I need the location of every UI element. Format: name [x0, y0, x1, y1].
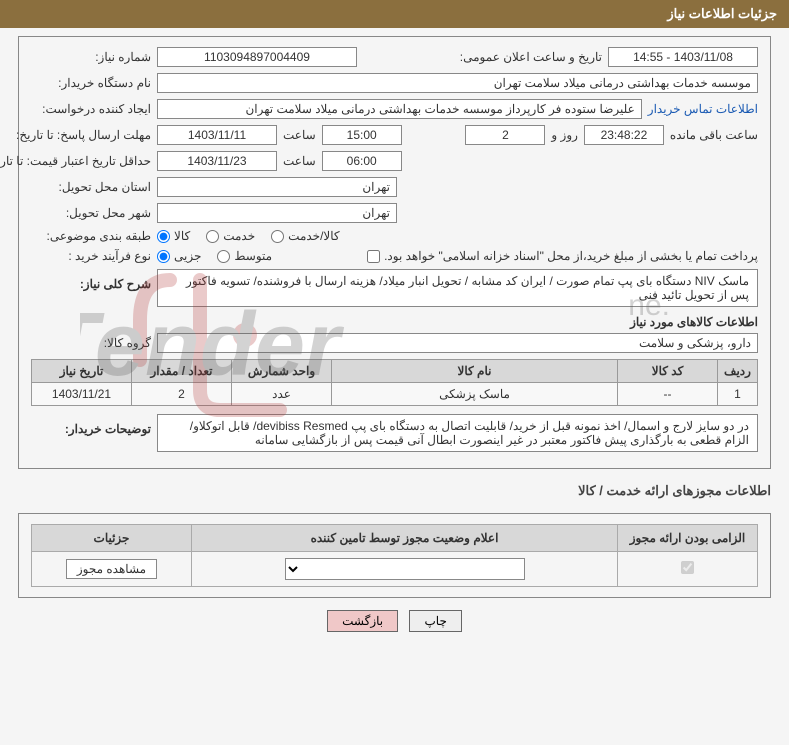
price-validity-label: حداقل تاریخ اعتبار قیمت: تا تاریخ:: [31, 154, 151, 168]
time-remaining: 23:48:22: [584, 125, 664, 145]
th-details: جزئیات: [32, 525, 192, 552]
license-required-checkbox: [681, 561, 694, 574]
panel-header: جزئیات اطلاعات نیاز: [0, 0, 789, 28]
category-radio-group: کالا خدمت کالا/خدمت: [157, 229, 340, 243]
province: تهران: [157, 177, 397, 197]
contact-link[interactable]: اطلاعات تماس خریدار: [648, 102, 758, 116]
announce-value: 1403/11/08 - 14:55: [608, 47, 758, 67]
price-time: 06:00: [322, 151, 402, 171]
requester: علیرضا ستوده فر کارپرداز موسسه خدمات بهد…: [157, 99, 642, 119]
buyer-org: موسسه خدمات بهداشتی درمانی میلاد سلامت ت…: [157, 73, 758, 93]
cell-name: ماسک پزشکی: [332, 383, 618, 406]
radio-service-label: خدمت: [223, 229, 255, 243]
buyer-org-label: نام دستگاه خریدار:: [31, 76, 151, 90]
radio-medium[interactable]: [217, 250, 230, 263]
th-status: اعلام وضعیت مجوز توسط تامین کننده: [192, 525, 618, 552]
th-code: کد کالا: [618, 360, 718, 383]
days-remaining: 2: [465, 125, 545, 145]
reply-time: 15:00: [322, 125, 402, 145]
th-name: نام کالا: [332, 360, 618, 383]
footer-buttons: چاپ بازگشت: [0, 610, 789, 632]
reply-deadline-label: مهلت ارسال پاسخ: تا تاریخ:: [31, 128, 151, 142]
province-label: استان محل تحویل:: [31, 180, 151, 194]
back-button[interactable]: بازگشت: [327, 610, 398, 632]
license-panel: الزامی بودن ارائه مجوز اعلام وضعیت مجوز …: [18, 513, 771, 598]
goods-table: ردیف کد کالا نام کالا واحد شمارش تعداد /…: [31, 359, 758, 406]
days-and: روز و: [551, 128, 578, 142]
summary-text: ماسک NIV دستگاه بای پپ تمام صورت / ایران…: [157, 269, 758, 307]
view-license-button[interactable]: مشاهده مجوز: [66, 559, 157, 579]
license-table: الزامی بودن ارائه مجوز اعلام وضعیت مجوز …: [31, 524, 758, 587]
payment-note-checkbox[interactable]: [367, 250, 380, 263]
cell-code: --: [618, 383, 718, 406]
time-label-1: ساعت: [283, 128, 316, 142]
th-unit: واحد شمارش: [232, 360, 332, 383]
announce-label: تاریخ و ساعت اعلان عمومی:: [460, 50, 602, 64]
need-number-label: شماره نیاز:: [31, 50, 151, 64]
goods-group-label: گروه کالا:: [31, 336, 151, 350]
radio-goods[interactable]: [157, 230, 170, 243]
license-section-title: اطلاعات مجوزهای ارائه خدمت / کالا: [0, 477, 789, 505]
goods-section-title: اطلاعات کالاهای مورد نیاز: [31, 315, 758, 329]
license-status-select[interactable]: [285, 558, 525, 580]
cell-n: 1: [718, 383, 758, 406]
th-row: ردیف: [718, 360, 758, 383]
th-qty: تعداد / مقدار: [132, 360, 232, 383]
purchase-type-label: نوع فرآیند خرید :: [31, 249, 151, 263]
radio-goods-label: کالا: [174, 229, 190, 243]
purchase-type-group: جزیی متوسط: [157, 249, 272, 263]
radio-small[interactable]: [157, 250, 170, 263]
license-row: مشاهده مجوز: [32, 552, 758, 587]
radio-both[interactable]: [271, 230, 284, 243]
cell-unit: عدد: [232, 383, 332, 406]
radio-service[interactable]: [206, 230, 219, 243]
main-panel: شماره نیاز: 1103094897004409 تاریخ و ساع…: [18, 36, 771, 469]
radio-small-label: جزیی: [174, 249, 201, 263]
payment-note: پرداخت تمام یا بخشی از مبلغ خرید،از محل …: [384, 249, 758, 263]
table-row: 1 -- ماسک پزشکی عدد 2 1403/11/21: [32, 383, 758, 406]
requester-label: ایجاد کننده درخواست:: [31, 102, 151, 116]
category-label: طبقه بندی موضوعی:: [31, 229, 151, 243]
remaining-suffix: ساعت باقی مانده: [670, 128, 758, 142]
city-label: شهر محل تحویل:: [31, 206, 151, 220]
radio-medium-label: متوسط: [234, 249, 272, 263]
buyer-notes: در دو سایز لارج و اسمال/ اخذ نمونه قبل ا…: [157, 414, 758, 452]
summary-label: شرح کلی نیاز:: [31, 277, 151, 291]
cell-date: 1403/11/21: [32, 383, 132, 406]
print-button[interactable]: چاپ: [409, 610, 461, 632]
radio-both-label: کالا/خدمت: [288, 229, 339, 243]
buyer-notes-label: توضیحات خریدار:: [31, 422, 151, 436]
city: تهران: [157, 203, 397, 223]
need-number: 1103094897004409: [157, 47, 357, 67]
price-date: 1403/11/23: [157, 151, 277, 171]
th-date: تاریخ نیاز: [32, 360, 132, 383]
th-required: الزامی بودن ارائه مجوز: [618, 525, 758, 552]
time-label-2: ساعت: [283, 154, 316, 168]
goods-group: دارو، پزشکی و سلامت: [157, 333, 758, 353]
cell-qty: 2: [132, 383, 232, 406]
reply-date: 1403/11/11: [157, 125, 277, 145]
